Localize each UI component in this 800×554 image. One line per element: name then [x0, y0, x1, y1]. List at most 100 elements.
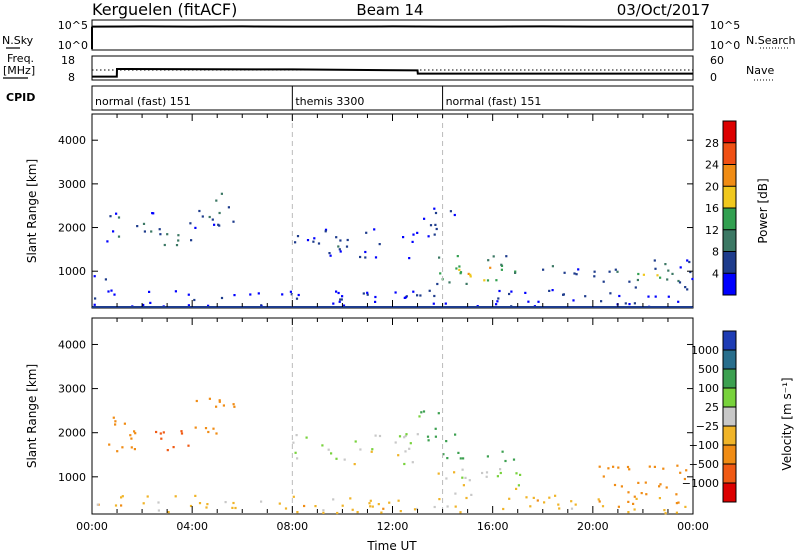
scatter-cell — [193, 298, 196, 302]
velocity-colorbar-tick-label: 500 — [698, 363, 719, 376]
scatter-cell — [677, 501, 680, 504]
noise-right-top-tick: 10^5 — [710, 19, 740, 32]
scatter-cell — [208, 397, 211, 400]
scatter-cell — [456, 255, 459, 258]
scatter-cell — [346, 238, 349, 242]
scatter-cell — [495, 303, 498, 306]
scatter-cell — [215, 199, 218, 202]
scatter-cell — [314, 505, 317, 508]
scatter-cell — [527, 300, 530, 303]
nave-label: Nave — [746, 64, 774, 77]
velocity-colorbar-segment — [723, 464, 736, 483]
scatter-cell — [134, 432, 137, 435]
power-colorbar-segment — [723, 186, 736, 208]
scatter-cell — [337, 291, 340, 295]
scatter-cell — [342, 304, 346, 307]
scatter-cell — [195, 399, 198, 403]
scatter-cell — [187, 444, 190, 447]
scatter-cell — [365, 231, 368, 234]
velocity-gridlines — [291, 318, 444, 513]
cpid-mode-label: themis 3300 — [295, 95, 364, 108]
scatter-cell — [667, 269, 670, 272]
scatter-cell — [340, 298, 343, 301]
scatter-cell — [394, 291, 397, 294]
scatter-cell — [351, 508, 354, 511]
scatter-cell — [469, 273, 472, 276]
scatter-cell — [332, 302, 335, 305]
scatter-cell — [177, 234, 180, 237]
scatter-cell — [497, 297, 500, 300]
scatter-cell — [356, 511, 359, 514]
scatter-cell — [296, 235, 300, 238]
scatter-cell — [112, 230, 115, 233]
scatter-cell — [174, 290, 177, 293]
velocity-colorbar-tick-label: −100 — [689, 439, 719, 452]
station-title: Kerguelen (fitACF) — [92, 0, 237, 19]
scatter-cell — [359, 255, 362, 259]
y-tick-label: 4000 — [58, 134, 86, 147]
velocity-colorbar-segment — [723, 331, 736, 350]
scatter-cell — [598, 500, 601, 503]
scatter-cell — [519, 473, 522, 476]
scatter-cell — [394, 441, 397, 444]
scatter-cell — [260, 500, 263, 503]
scatter-cell — [284, 507, 288, 510]
scatter-cell — [626, 465, 630, 469]
scatter-cell — [612, 465, 615, 468]
scatter-cell — [222, 404, 225, 407]
scatter-cell — [459, 511, 462, 514]
scatter-cell — [116, 450, 119, 453]
beam-title: Beam 14 — [356, 1, 423, 19]
scatter-cell — [658, 497, 661, 500]
scatter-cell — [398, 435, 402, 438]
scatter-cell — [317, 242, 321, 245]
power-axes: 1000 2000 3000 4000 — [58, 114, 694, 307]
scatter-cell — [206, 503, 209, 506]
scatter-cell — [405, 433, 408, 436]
scatter-cell — [677, 279, 680, 283]
cpid-mode-label: normal (fast) 151 — [95, 95, 191, 108]
scatter-cell — [508, 497, 511, 500]
scatter-cell — [459, 457, 462, 460]
scatter-cell — [496, 475, 499, 478]
scatter-cell — [233, 405, 236, 408]
scatter-cell — [676, 464, 679, 467]
scatter-cell — [96, 503, 99, 506]
scatter-cell — [532, 496, 535, 499]
noise-right-bottom-tick: 10^0 — [710, 39, 740, 52]
scatter-cell — [654, 267, 657, 270]
scatter-cell — [399, 510, 402, 513]
scatter-cell — [374, 434, 377, 437]
scatter-cell — [664, 263, 667, 266]
scatter-cell — [647, 295, 650, 298]
scatter-cell — [335, 290, 338, 293]
scatter-cell — [349, 497, 352, 500]
scatter-cell — [632, 502, 635, 505]
scatter-cell — [627, 491, 630, 494]
scatter-cell — [416, 294, 419, 297]
scatter-cell — [369, 505, 372, 508]
scatter-cell — [117, 216, 121, 219]
scatter-cell — [600, 300, 603, 303]
scatter-cell — [504, 459, 507, 463]
scatter-cell — [627, 511, 630, 514]
scatter-cell — [613, 483, 617, 487]
scatter-cell — [402, 236, 405, 239]
velocity-colorbar-frame — [722, 330, 737, 503]
scatter-cell — [312, 240, 315, 243]
scatter-cell — [498, 289, 501, 293]
scatter-cell — [157, 501, 160, 504]
scatter-cell — [426, 435, 430, 438]
scatter-cell — [411, 461, 414, 464]
scatter-cell — [231, 506, 234, 509]
scatter-cell — [515, 487, 518, 490]
scatter-cell — [354, 440, 357, 443]
scatter-cell — [453, 471, 456, 474]
scatter-cell — [409, 442, 412, 445]
scatter-cell — [413, 508, 417, 511]
scatter-cell — [529, 505, 532, 508]
scatter-cell — [374, 256, 378, 259]
scatter-cell — [454, 492, 457, 495]
scatter-cell — [249, 293, 252, 296]
